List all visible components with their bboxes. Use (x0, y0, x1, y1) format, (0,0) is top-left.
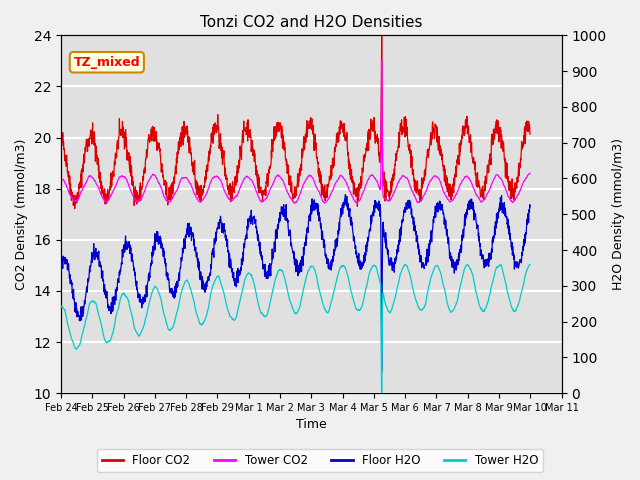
Y-axis label: CO2 Density (mmol/m3): CO2 Density (mmol/m3) (15, 139, 28, 290)
Title: Tonzi CO2 and H2O Densities: Tonzi CO2 and H2O Densities (200, 15, 422, 30)
X-axis label: Time: Time (296, 419, 326, 432)
Y-axis label: H2O Density (mmol/m3): H2O Density (mmol/m3) (612, 138, 625, 290)
Legend: Floor CO2, Tower CO2, Floor H2O, Tower H2O: Floor CO2, Tower CO2, Floor H2O, Tower H… (97, 449, 543, 472)
Text: TZ_mixed: TZ_mixed (74, 56, 140, 69)
